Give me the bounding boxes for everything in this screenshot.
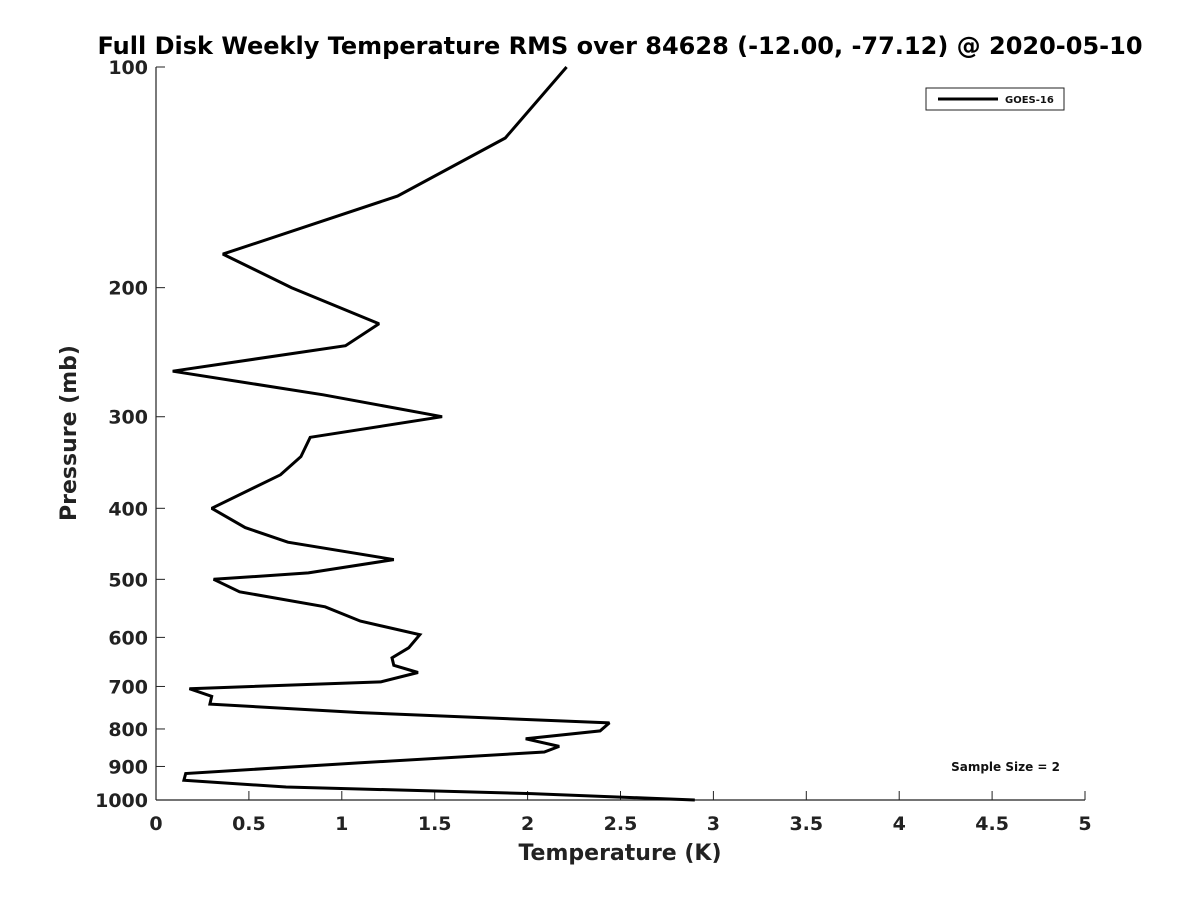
x-axis-label: Temperature (K)	[518, 841, 721, 866]
legend-label: GOES-16	[1005, 95, 1054, 106]
x-tick-label: 3.5	[789, 813, 823, 835]
x-tick-label: 0	[149, 813, 162, 835]
sample-size-annotation: Sample Size = 2	[951, 760, 1060, 774]
plot-area	[155, 67, 1085, 801]
x-tick-label: 4	[893, 813, 906, 835]
chart-title: Full Disk Weekly Temperature RMS over 84…	[97, 32, 1142, 60]
x-tick-label: 5	[1078, 813, 1091, 835]
x-tick-label: 1.5	[418, 813, 452, 835]
y-axis-label: Pressure (mb)	[57, 345, 82, 521]
y-tick-label: 700	[108, 676, 148, 698]
y-tick-label: 900	[108, 756, 148, 778]
legend: GOES-16	[925, 87, 1065, 111]
x-ticks: 0 0.5 1 1.5 2 2.5 3 3.5 4 4.5 5	[149, 791, 1092, 835]
y-tick-label: 300	[108, 407, 148, 429]
x-tick-label: 3	[707, 813, 720, 835]
y-tick-label: 400	[108, 498, 148, 520]
y-tick-label: 100	[108, 57, 148, 79]
series-line-goes-16	[172, 66, 695, 802]
y-tick-label: 800	[108, 719, 148, 741]
y-ticks: 100 200 300 400 500 600 700 800 900 1000	[95, 57, 165, 812]
series-layer	[172, 66, 695, 802]
y-tick-label: 500	[108, 569, 148, 591]
y-tick-label: 1000	[95, 790, 148, 812]
x-tick-label: 0.5	[232, 813, 266, 835]
x-tick-label: 2.5	[604, 813, 638, 835]
x-tick-label: 4.5	[975, 813, 1009, 835]
y-tick-label: 600	[108, 627, 148, 649]
x-tick-label: 1	[335, 813, 348, 835]
x-tick-label: 2	[521, 813, 534, 835]
y-tick-label: 200	[108, 278, 148, 300]
